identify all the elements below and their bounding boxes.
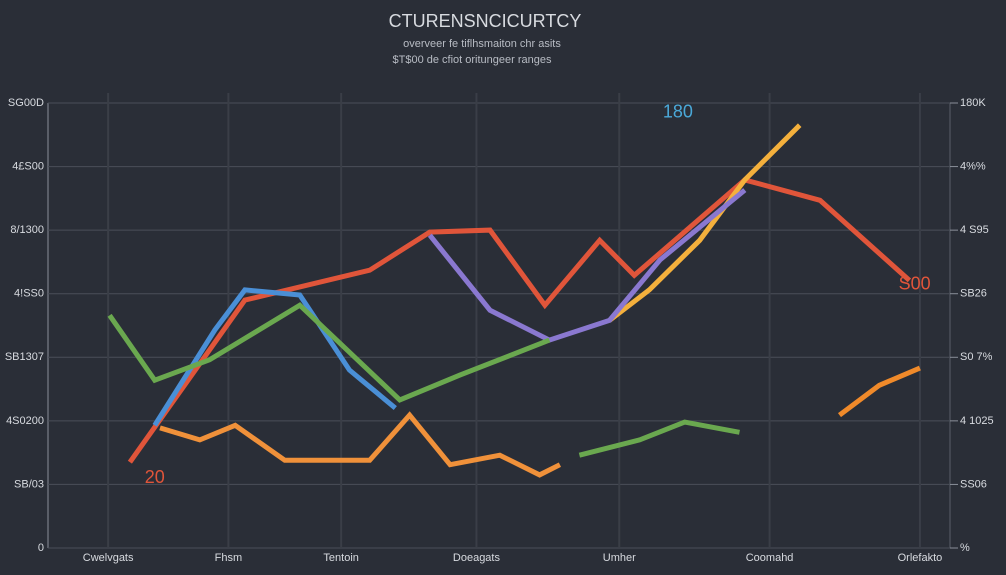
y-tick-label: 8/1300 (10, 224, 44, 236)
series-line (427, 188, 747, 343)
series-line (607, 123, 802, 323)
y2-tick-label: 4 1025 (960, 415, 994, 427)
x-tick-label: Umher (603, 552, 636, 564)
y-tick-label: 4£S00 (12, 160, 44, 172)
y2-tick-label: 4 S95 (960, 224, 989, 236)
chart-subtitle: $T$00 de cfiot oritungeer ranges (393, 54, 552, 66)
annotation: S00 (899, 274, 931, 294)
y2-tick-label: 180K (960, 97, 986, 109)
y-tick-label: SB/03 (14, 478, 44, 490)
y-tick-label: 4!SS0 (14, 288, 44, 300)
y2-tick-label: S0 7% (960, 351, 993, 363)
x-tick-label: Orlefakto (898, 552, 943, 564)
y2-tick-label: 4%% (960, 160, 986, 172)
series-line (152, 287, 397, 427)
y-tick-label: SB1307 (5, 351, 44, 363)
annotation: 20 (145, 467, 165, 487)
series-line (159, 411, 562, 478)
y-tick-label: 0 (38, 542, 44, 554)
y2-tick-label: SB26 (960, 288, 987, 300)
annotation: 180 (663, 101, 693, 121)
x-tick-label: Cwelvgats (83, 552, 134, 564)
series-line (107, 302, 740, 458)
chart-title: CTURENSNCICURTCY (389, 11, 582, 31)
x-tick-label: Tentoin (323, 552, 358, 564)
x-tick-label: Fhsm (215, 552, 243, 564)
x-tick-label: Coomahd (746, 552, 794, 564)
series-line (838, 365, 921, 418)
y-tick-label: 4S0200 (6, 415, 44, 427)
y2-tick-label: % (960, 542, 970, 554)
y-tick-label: SG00D (8, 97, 44, 109)
series-line (127, 177, 912, 464)
x-tick-label: Doeagats (453, 552, 501, 564)
chart-subtitle: overveer fe tiflhsmaiton chr asits (403, 38, 561, 50)
y2-tick-label: SS06 (960, 478, 987, 490)
